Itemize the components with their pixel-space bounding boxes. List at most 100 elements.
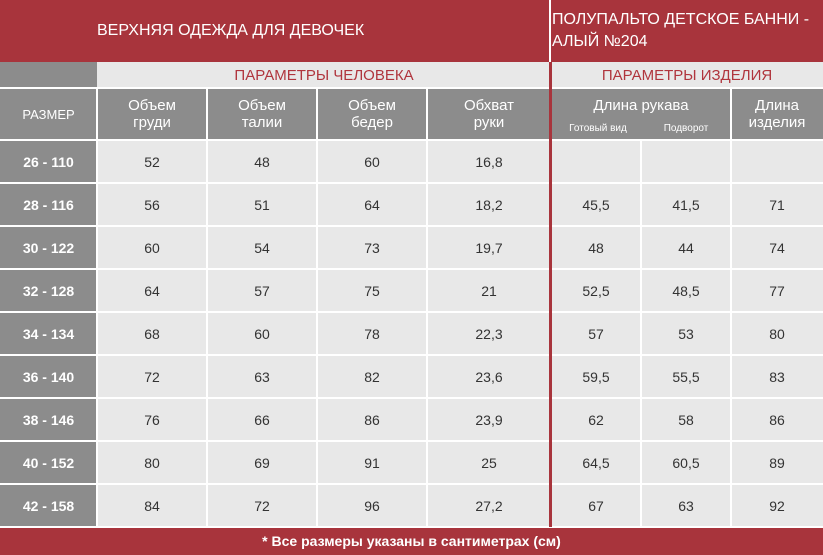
col-arm: Обхват руки [427, 88, 551, 140]
cell-hips: 91 [317, 441, 427, 484]
cell-chest: 64 [97, 269, 207, 312]
column-divider [316, 88, 318, 527]
corner-block [0, 62, 97, 88]
cell-arm: 19,7 [427, 226, 551, 269]
col-size: РАЗМЕР [0, 88, 97, 140]
col-chest: Объем груди [97, 88, 207, 140]
cell-size: 30 - 122 [0, 226, 97, 269]
cell-chest: 76 [97, 398, 207, 441]
cell-sleeve-cuff: 63 [641, 484, 731, 527]
cell-chest: 72 [97, 355, 207, 398]
column-divider [206, 88, 208, 527]
header-left-title: ВЕРХНЯЯ ОДЕЖДА ДЛЯ ДЕВОЧЕК [97, 22, 365, 39]
cell-size: 32 - 128 [0, 269, 97, 312]
cell-sleeve-cuff [641, 140, 731, 183]
cell-arm: 18,2 [427, 183, 551, 226]
row-divider [0, 483, 823, 485]
col-sleeve-ready: Готовый вид [569, 122, 627, 134]
cell-waist: 51 [207, 183, 317, 226]
cell-waist: 48 [207, 140, 317, 183]
cell-waist: 66 [207, 398, 317, 441]
col-waist: Объем талии [207, 88, 317, 140]
cell-waist: 54 [207, 226, 317, 269]
cell-arm: 21 [427, 269, 551, 312]
row-divider [0, 225, 823, 227]
column-divider [730, 88, 732, 527]
row-divider [0, 354, 823, 356]
cell-sleeve-ready: 62 [551, 398, 641, 441]
cell-hips: 82 [317, 355, 427, 398]
row-divider [0, 268, 823, 270]
col-sleeve-cuff: Подворот [663, 122, 709, 134]
col-sleeve: Длина рукава [593, 96, 689, 114]
cell-length: 86 [731, 398, 823, 441]
cell-length: 77 [731, 269, 823, 312]
cell-chest: 60 [97, 226, 207, 269]
row-divider [0, 440, 823, 442]
cell-sleeve-cuff: 48,5 [641, 269, 731, 312]
cell-waist: 69 [207, 441, 317, 484]
col-hips: Объем бедер [317, 88, 427, 140]
cell-hips: 86 [317, 398, 427, 441]
col-length: Длина изделия [731, 88, 823, 140]
row-divider [0, 139, 823, 141]
cell-sleeve-ready: 57 [551, 312, 641, 355]
cell-size: 36 - 140 [0, 355, 97, 398]
cell-waist: 60 [207, 312, 317, 355]
cell-hips: 75 [317, 269, 427, 312]
column-divider [426, 88, 428, 527]
column-divider [640, 140, 642, 527]
cell-length: 83 [731, 355, 823, 398]
cell-arm: 25 [427, 441, 551, 484]
cell-sleeve-cuff: 58 [641, 398, 731, 441]
cell-sleeve-ready [551, 140, 641, 183]
header-divider [549, 0, 551, 62]
cell-waist: 57 [207, 269, 317, 312]
cell-length: 92 [731, 484, 823, 527]
cell-sleeve-cuff: 55,5 [641, 355, 731, 398]
header-right-title: ПОЛУПАЛЬТО ДЕТСКОЕ БАННИ - АЛЫЙ №204 [552, 11, 810, 50]
cell-sleeve-cuff: 41,5 [641, 183, 731, 226]
group-divider [549, 62, 552, 527]
cell-sleeve-ready: 67 [551, 484, 641, 527]
cell-size: 28 - 116 [0, 183, 97, 226]
cell-hips: 60 [317, 140, 427, 183]
cell-arm: 22,3 [427, 312, 551, 355]
cell-chest: 80 [97, 441, 207, 484]
cell-length: 74 [731, 226, 823, 269]
cell-chest: 52 [97, 140, 207, 183]
cell-arm: 27,2 [427, 484, 551, 527]
footer-bar [0, 527, 823, 555]
cell-sleeve-ready: 64,5 [551, 441, 641, 484]
cell-length: 71 [731, 183, 823, 226]
cell-arm: 23,9 [427, 398, 551, 441]
group-product: ПАРАМЕТРЫ ИЗДЕЛИЯ [551, 62, 823, 88]
cell-hips: 78 [317, 312, 427, 355]
cell-sleeve-cuff: 60,5 [641, 441, 731, 484]
cell-arm: 23,6 [427, 355, 551, 398]
header-row-divider [0, 87, 823, 89]
cell-hips: 73 [317, 226, 427, 269]
cell-hips: 64 [317, 183, 427, 226]
cell-size: 38 - 146 [0, 398, 97, 441]
cell-length: 89 [731, 441, 823, 484]
group-person: ПАРАМЕТРЫ ЧЕЛОВЕКА [97, 62, 551, 88]
cell-hips: 96 [317, 484, 427, 527]
cell-sleeve-ready: 48 [551, 226, 641, 269]
cell-waist: 72 [207, 484, 317, 527]
cell-waist: 63 [207, 355, 317, 398]
cell-sleeve-ready: 45,5 [551, 183, 641, 226]
footer-note: * Все размеры указаны в сантиметрах (см) [262, 533, 561, 549]
col-sleeve-group [551, 88, 731, 140]
column-divider [96, 88, 98, 527]
row-divider [0, 397, 823, 399]
cell-size: 42 - 158 [0, 484, 97, 527]
row-divider [0, 182, 823, 184]
cell-size: 40 - 152 [0, 441, 97, 484]
cell-size: 26 - 110 [0, 140, 97, 183]
cell-arm: 16,8 [427, 140, 551, 183]
cell-size: 34 - 134 [0, 312, 97, 355]
cell-length [731, 140, 823, 183]
row-divider [0, 526, 823, 528]
